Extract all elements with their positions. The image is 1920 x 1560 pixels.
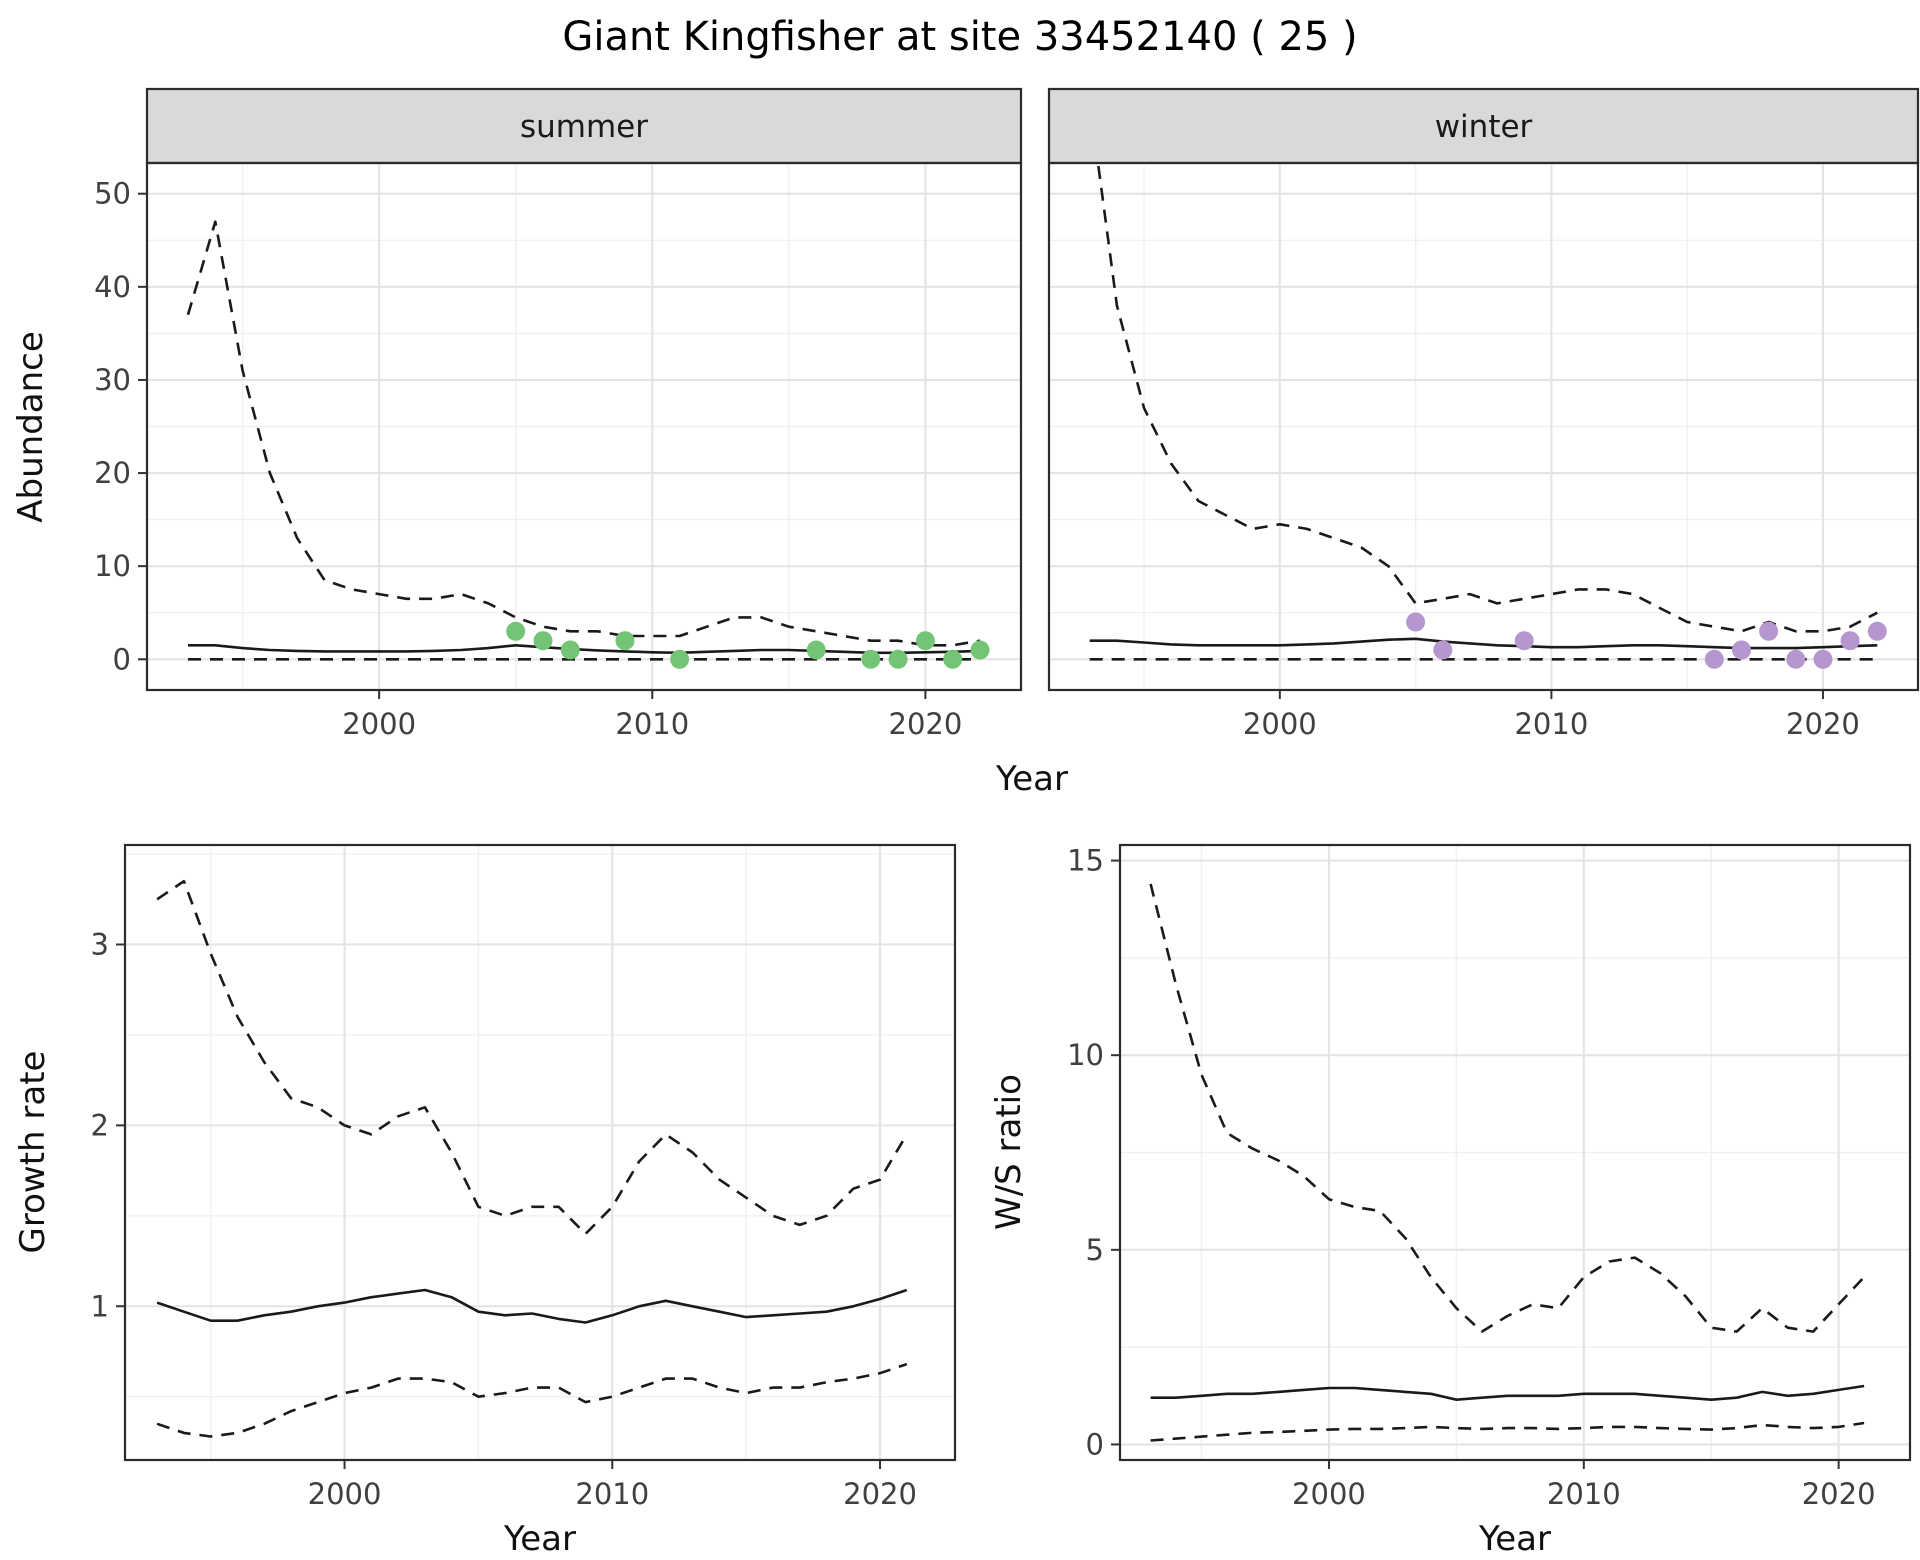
x-tick-label: 2020 bbox=[843, 1477, 917, 1511]
x-tick-label: 2010 bbox=[615, 707, 689, 741]
observation-point bbox=[1406, 612, 1426, 632]
observation-point bbox=[533, 631, 553, 651]
observation-point bbox=[1732, 640, 1751, 660]
y-tick-label: 0 bbox=[113, 642, 131, 676]
growth-rate-axis-title: Growth rate bbox=[13, 1051, 53, 1254]
y-tick-label: 10 bbox=[94, 549, 131, 583]
observation-point bbox=[861, 649, 881, 669]
facet-strip-label: winter bbox=[1435, 109, 1533, 145]
panel-growth-rate: 2000 2010 2020 1 2 3 bbox=[91, 843, 957, 1511]
x-tick-label: 2010 bbox=[1514, 707, 1588, 741]
observation-point bbox=[670, 649, 690, 669]
upper-ci-line bbox=[1149, 883, 1866, 1333]
chart-title: Giant Kingfisher at site 33452140 ( 25 ) bbox=[562, 14, 1357, 60]
upper-ci-line bbox=[156, 879, 908, 1236]
axis-titles-root: Abundance Year Growth rate Year W/S ratio Yea… bbox=[11, 331, 1551, 1559]
top-year-axis-title: Year bbox=[995, 759, 1068, 799]
panel-abundance-winter: winter 2000 2010 2020 bbox=[1047, 87, 1920, 741]
panel-border bbox=[145, 161, 1023, 692]
observation-point bbox=[888, 649, 908, 669]
observation-point bbox=[1514, 631, 1534, 651]
panel-abundance-summer: summer 2000 2010 2020 0 10 20 30 40 50 bbox=[94, 87, 1023, 741]
x-tick-label: 2020 bbox=[1802, 1477, 1876, 1511]
y-tick-label: 2 bbox=[91, 1108, 109, 1142]
observation-point bbox=[915, 631, 935, 651]
observation-point bbox=[506, 621, 526, 641]
lower-ci-line bbox=[1150, 1421, 1865, 1442]
panel-border bbox=[1118, 843, 1912, 1462]
observation-point bbox=[560, 640, 580, 660]
observation-point bbox=[943, 649, 963, 669]
x-tick-label: 2010 bbox=[575, 1477, 649, 1511]
observation-point bbox=[1704, 649, 1724, 669]
series-group bbox=[1089, 163, 1887, 669]
y-tick-label: 40 bbox=[94, 270, 131, 304]
x-tick-label: 2000 bbox=[1243, 707, 1317, 741]
series-group bbox=[186, 220, 990, 669]
y-tick-label: 30 bbox=[94, 363, 131, 397]
facet-strip-label: summer bbox=[520, 109, 648, 145]
y-tick-label: 20 bbox=[94, 456, 131, 490]
y-tick-label: 3 bbox=[91, 927, 109, 961]
panel-border bbox=[1047, 161, 1920, 692]
mean-line bbox=[1150, 1384, 1865, 1401]
mean-line bbox=[156, 1288, 908, 1324]
mean-line bbox=[188, 644, 981, 655]
observation-point bbox=[1759, 621, 1779, 641]
x-tick-label: 2020 bbox=[889, 707, 963, 741]
abundance-axis-title: Abundance bbox=[11, 331, 51, 523]
y-tick-label: 5 bbox=[1086, 1233, 1104, 1267]
series-group bbox=[156, 879, 908, 1438]
panel-border bbox=[123, 843, 957, 1462]
x-tick-label: 2000 bbox=[1292, 1477, 1366, 1511]
upper-ci-line bbox=[1096, 163, 1878, 633]
y-tick-label: 1 bbox=[91, 1289, 109, 1323]
observation-point bbox=[1867, 621, 1887, 641]
y-tick-label: 50 bbox=[94, 177, 131, 211]
observation-point bbox=[806, 640, 826, 660]
x-tick-label: 2000 bbox=[308, 1477, 382, 1511]
lower-ci-line bbox=[156, 1362, 908, 1438]
y-tick-label: 15 bbox=[1067, 844, 1104, 878]
y-tick-label: 10 bbox=[1067, 1038, 1104, 1072]
x-tick-label: 2010 bbox=[1547, 1477, 1621, 1511]
observation-point bbox=[1840, 631, 1860, 651]
x-tick-label: 2000 bbox=[342, 707, 416, 741]
observation-point bbox=[1433, 640, 1453, 660]
facet-strip bbox=[1047, 87, 1920, 165]
ws-year-axis-title: Year bbox=[1478, 1519, 1551, 1559]
panel-ws-ratio: 2000 2010 2020 0 5 10 15 bbox=[1067, 843, 1912, 1511]
observation-point bbox=[615, 631, 635, 651]
panel-background bbox=[125, 845, 955, 1460]
observation-point bbox=[1786, 649, 1806, 669]
series-group bbox=[1149, 883, 1866, 1442]
growth-year-axis-title: Year bbox=[503, 1519, 576, 1559]
facet-strip bbox=[145, 87, 1023, 165]
ws-ratio-axis-title: W/S ratio bbox=[989, 1074, 1029, 1230]
y-tick-label: 0 bbox=[1086, 1427, 1104, 1461]
upper-ci-line bbox=[186, 220, 981, 647]
x-tick-label: 2020 bbox=[1786, 707, 1860, 741]
observation-point bbox=[1813, 649, 1833, 669]
observation-point bbox=[970, 640, 990, 660]
